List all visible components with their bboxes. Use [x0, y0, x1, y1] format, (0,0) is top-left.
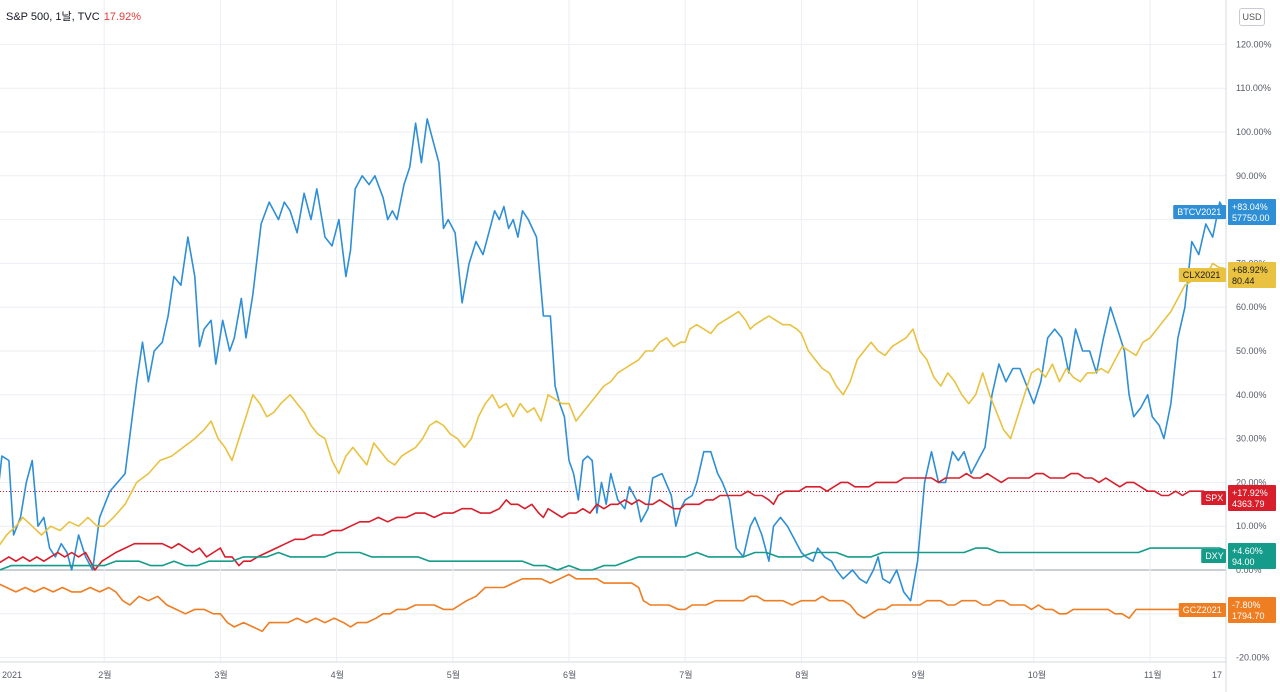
series-value-box: [1228, 485, 1276, 511]
series-symbol: GCZ2021: [1183, 605, 1222, 615]
series-symbol: DXY: [1205, 551, 1224, 561]
series-line-spx[interactable]: [0, 472, 1225, 571]
x-tick-label: 3월: [214, 669, 227, 680]
x-tick-label: 10월: [1028, 669, 1046, 680]
x-tick-label: 6월: [563, 669, 576, 680]
series-value: 80.44: [1232, 276, 1255, 286]
series-line-dxy[interactable]: [0, 547, 1225, 571]
x-tick-label: 9월: [912, 669, 925, 680]
x-tick-label: 8월: [795, 669, 808, 680]
series-line-btcv2021[interactable]: [0, 118, 1226, 602]
series-value: 57750.00: [1232, 213, 1270, 223]
symbol-title[interactable]: S&P 500, 1날, TVC: [6, 11, 100, 23]
series-line-clx2021[interactable]: [0, 262, 1225, 570]
grid-layer: [0, 0, 1226, 662]
series-symbol-box: [1178, 268, 1226, 282]
x-tick-label: 7월: [679, 669, 692, 680]
series-label-dxy[interactable]: DXY +4.60%94.00: [1201, 543, 1276, 569]
series-value: 4363.79: [1232, 499, 1265, 509]
series-value-box: [1228, 543, 1276, 569]
series-symbol-box: [1173, 205, 1226, 219]
series-value: 1794.70: [1232, 611, 1265, 621]
x-tick-label: 2021: [2, 670, 22, 680]
series-change: -7.80%: [1232, 600, 1261, 610]
series-change: +4.60%: [1232, 546, 1263, 556]
x-axis: 2021 2월 3월 4월 5월 6월 7월 8월 9월 10월 11월 17: [0, 661, 1226, 680]
series-change: +17.92%: [1232, 488, 1268, 498]
y-tick-label: 100.00%: [1236, 127, 1272, 137]
series-value: 94.00: [1232, 557, 1255, 567]
series-change: +83.04%: [1232, 202, 1268, 212]
y-tick-label: 0.00%: [1236, 565, 1262, 575]
series-labels: BTCV2021 +83.04%57750.00 CLX2021 +68.92%80.…: [1173, 199, 1276, 623]
series-line-gcz2021[interactable]: [0, 570, 1225, 633]
x-tick-label: 5월: [447, 669, 460, 680]
series-symbol-box: [1201, 549, 1226, 563]
series-value-box: [1228, 597, 1276, 623]
y-tick-label: 20.00%: [1236, 477, 1267, 487]
series-symbol-box: [1201, 491, 1226, 505]
x-tick-label: 17: [1212, 670, 1222, 680]
y-tick-label: 120.00%: [1236, 39, 1272, 49]
chart-header: S&P 500, 1날, TVC 17.92%: [6, 8, 141, 24]
y-axis: 120.00%110.00%100.00%90.00%80.00%70.00%6…: [1225, 0, 1272, 692]
currency-button[interactable]: USD: [1239, 8, 1265, 26]
x-tick-label: 4월: [331, 669, 344, 680]
y-tick-label: -20.00%: [1236, 653, 1270, 663]
series-symbol: CLX2021: [1183, 270, 1221, 280]
y-tick-label: 110.00%: [1236, 83, 1271, 93]
header-change: 17.92%: [103, 11, 141, 23]
y-tick-label: 50.00%: [1236, 346, 1267, 356]
series-label-btcv2021[interactable]: BTCV2021 +83.04%57750.00: [1173, 199, 1276, 225]
series-label-spx[interactable]: SPX +17.92%4363.79: [1201, 485, 1276, 511]
series-symbol: BTCV2021: [1177, 207, 1221, 217]
y-tick-label: 90.00%: [1236, 171, 1267, 181]
series-change: +68.92%: [1232, 265, 1268, 275]
series-layer: [0, 118, 1226, 633]
series-symbol: SPX: [1205, 493, 1223, 503]
x-tick-label: 2월: [98, 669, 111, 680]
series-value-box: [1228, 262, 1276, 288]
series-value-box: [1228, 199, 1276, 225]
x-tick-label: 11월: [1144, 669, 1162, 680]
y-tick-label: 60.00%: [1236, 302, 1267, 312]
y-tick-label: 10.00%: [1236, 521, 1267, 531]
y-tick-label: 30.00%: [1236, 434, 1267, 444]
y-tick-label: 40.00%: [1236, 390, 1267, 400]
series-label-gcz2021[interactable]: GCZ2021 -7.80%1794.70: [1178, 597, 1276, 623]
series-label-clx2021[interactable]: CLX2021 +68.92%80.44: [1178, 262, 1276, 288]
series-symbol-box: [1178, 603, 1226, 617]
